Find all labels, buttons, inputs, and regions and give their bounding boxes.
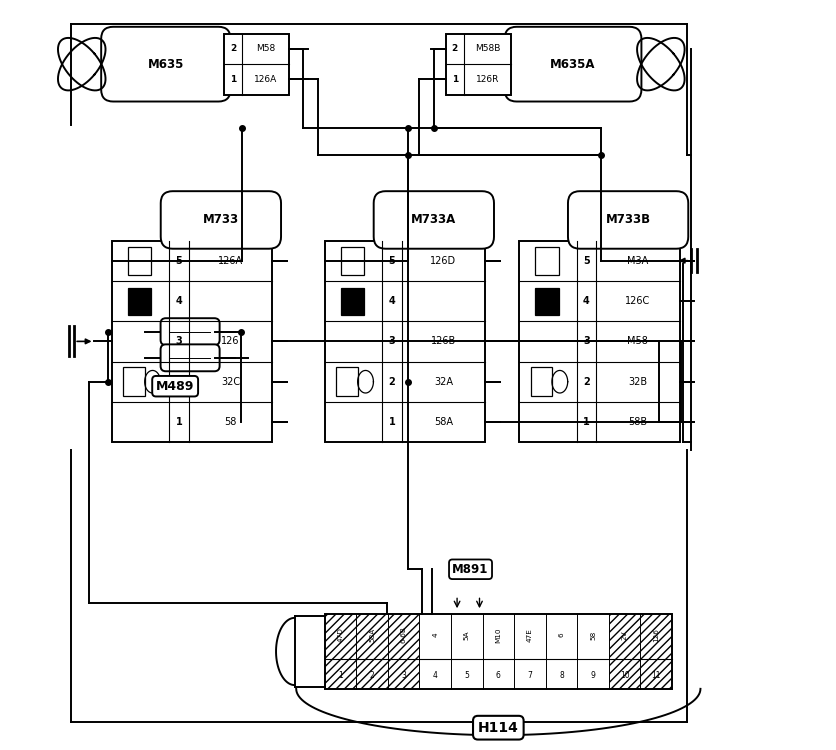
- Bar: [324, 614, 356, 689]
- Text: 3: 3: [401, 671, 406, 680]
- Text: 126: 126: [222, 336, 240, 346]
- Text: 32A: 32A: [434, 376, 453, 387]
- Text: 2: 2: [230, 44, 236, 53]
- FancyBboxPatch shape: [505, 27, 641, 101]
- Text: 5: 5: [464, 671, 469, 680]
- FancyBboxPatch shape: [374, 191, 494, 249]
- Bar: [356, 614, 388, 689]
- Text: 5: 5: [389, 256, 395, 266]
- Text: M58: M58: [256, 44, 275, 53]
- Text: 32C: 32C: [221, 376, 240, 387]
- Text: 58: 58: [224, 417, 237, 427]
- Bar: [112, 241, 273, 442]
- Text: 58B: 58B: [628, 417, 647, 427]
- Bar: [340, 248, 364, 274]
- Text: 5A: 5A: [464, 630, 470, 640]
- Bar: [535, 288, 558, 315]
- Text: 3: 3: [176, 336, 182, 346]
- Text: 126A: 126A: [254, 75, 278, 84]
- Text: 126C: 126C: [625, 296, 650, 306]
- Text: 58: 58: [590, 631, 596, 640]
- Text: 11: 11: [651, 671, 661, 680]
- Text: 2: 2: [451, 44, 458, 53]
- Text: 1: 1: [230, 75, 236, 84]
- FancyBboxPatch shape: [568, 191, 688, 249]
- Text: 32B: 32B: [628, 376, 647, 387]
- FancyBboxPatch shape: [161, 318, 220, 345]
- Text: 58A: 58A: [369, 628, 375, 642]
- Text: 8: 8: [559, 671, 563, 680]
- Text: 47D: 47D: [338, 628, 344, 643]
- Text: M891: M891: [452, 562, 489, 576]
- Bar: [531, 368, 552, 396]
- Bar: [535, 248, 558, 274]
- Bar: [124, 368, 145, 396]
- Text: 4: 4: [583, 296, 589, 306]
- Text: M733: M733: [203, 214, 239, 226]
- FancyBboxPatch shape: [101, 27, 231, 101]
- Text: 4: 4: [433, 671, 437, 680]
- Text: 2: 2: [370, 671, 375, 680]
- Text: 1: 1: [583, 417, 589, 427]
- Text: 126D: 126D: [431, 256, 456, 266]
- FancyBboxPatch shape: [161, 191, 281, 249]
- Bar: [388, 614, 420, 689]
- Text: M733A: M733A: [411, 214, 456, 226]
- Text: 2: 2: [583, 376, 589, 387]
- Text: 1: 1: [389, 417, 395, 427]
- Bar: [609, 614, 640, 689]
- Bar: [512, 34, 635, 94]
- Bar: [336, 368, 358, 396]
- Text: M489: M489: [156, 380, 194, 393]
- Text: 126B: 126B: [431, 336, 456, 346]
- Text: 10: 10: [619, 671, 630, 680]
- Text: 4: 4: [432, 633, 438, 638]
- Text: 126A: 126A: [218, 256, 243, 266]
- Text: 5: 5: [176, 256, 182, 266]
- FancyBboxPatch shape: [161, 344, 220, 371]
- Text: M58: M58: [627, 336, 648, 346]
- Text: 126: 126: [653, 628, 660, 642]
- Text: M3A: M3A: [627, 256, 649, 266]
- Text: M635A: M635A: [550, 58, 596, 70]
- Bar: [640, 614, 672, 689]
- Bar: [446, 34, 512, 94]
- Text: 126R: 126R: [476, 75, 499, 84]
- Text: H114: H114: [478, 721, 519, 735]
- Text: 1: 1: [338, 671, 343, 680]
- Text: M58B: M58B: [475, 44, 501, 53]
- Text: M635: M635: [148, 58, 184, 70]
- Text: 6-6B: 6-6B: [400, 626, 406, 644]
- Text: M10: M10: [495, 627, 502, 643]
- Text: 6: 6: [558, 633, 564, 638]
- Bar: [324, 614, 672, 689]
- Text: 2: 2: [389, 376, 395, 387]
- Bar: [519, 241, 680, 442]
- Bar: [108, 34, 224, 94]
- Text: 47E: 47E: [527, 628, 533, 642]
- Bar: [128, 288, 151, 315]
- Bar: [128, 248, 151, 274]
- Text: 3: 3: [389, 336, 395, 346]
- Bar: [324, 241, 485, 442]
- Bar: [224, 34, 289, 94]
- Text: 4: 4: [176, 296, 182, 306]
- Text: 6: 6: [496, 671, 501, 680]
- Text: 9: 9: [591, 671, 595, 680]
- Text: 2: 2: [176, 376, 182, 387]
- Text: M733B: M733B: [605, 214, 650, 226]
- Text: 1: 1: [451, 75, 458, 84]
- Text: 5: 5: [583, 256, 589, 266]
- Text: 58A: 58A: [434, 417, 453, 427]
- Text: 4: 4: [389, 296, 395, 306]
- Text: 2V: 2V: [622, 630, 628, 640]
- Text: 7: 7: [528, 671, 533, 680]
- Text: 3: 3: [583, 336, 589, 346]
- Text: 1: 1: [176, 417, 182, 427]
- Bar: [340, 288, 364, 315]
